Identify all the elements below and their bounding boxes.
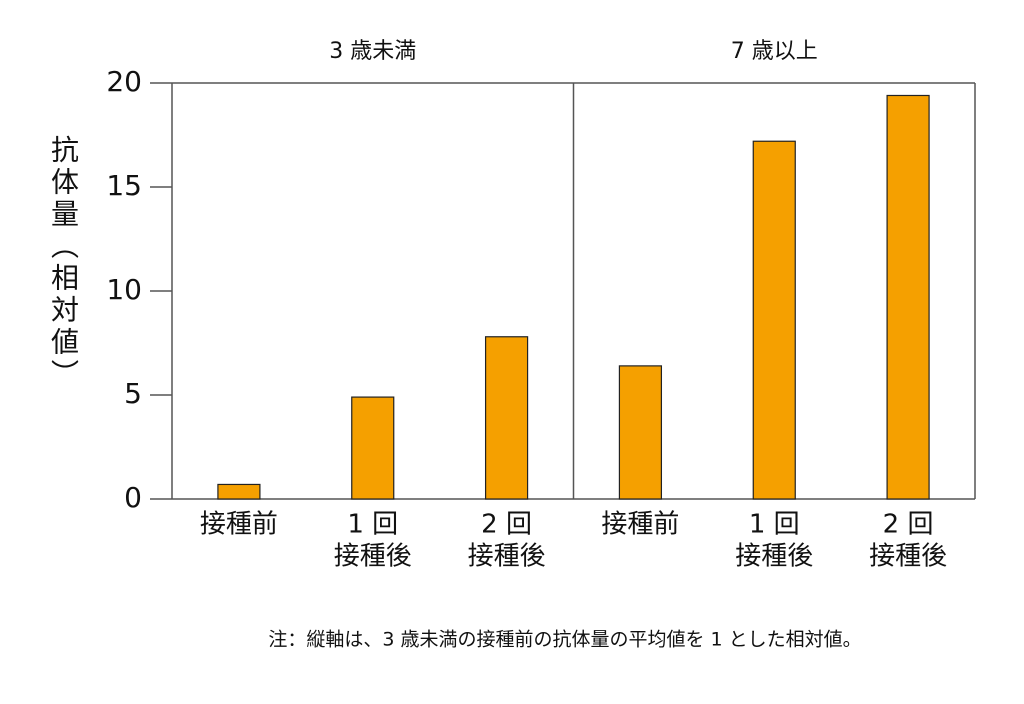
bar — [484, 336, 529, 500]
y-tick-label: 10 — [106, 273, 142, 306]
note: 注：縦軸は、3 歳未満の接種前の抗体量の平均値を 1 とした相対値。 — [268, 629, 861, 651]
group-label: 3 歳未満 — [329, 39, 416, 64]
x-tick-label: 1 回 — [347, 510, 398, 540]
bar — [752, 140, 796, 500]
x-tick-label: 1 回 — [749, 510, 800, 540]
bar — [886, 94, 930, 500]
x-tick-label: 接種前 — [601, 510, 679, 540]
x-tick-label: 接種後 — [334, 542, 412, 572]
group-label: 7 歳以上 — [731, 39, 818, 64]
y-axis-label: 抗体量（相対値） — [47, 135, 80, 391]
x-tick-label: 接種前 — [200, 510, 278, 540]
x-tick-label: 接種後 — [869, 542, 947, 572]
y-tick-label: 15 — [106, 169, 142, 202]
bar — [351, 396, 395, 500]
bar — [618, 365, 663, 500]
y-tick-label: 20 — [106, 65, 142, 98]
y-tick-label: 0 — [124, 481, 142, 514]
y-tick-label: 5 — [124, 377, 142, 410]
x-tick-label: 接種後 — [468, 542, 546, 572]
x-tick-label: 2 回 — [481, 510, 532, 540]
x-tick-label: 2 回 — [883, 510, 934, 540]
x-tick-label: 接種後 — [735, 542, 813, 572]
bar — [217, 483, 261, 500]
